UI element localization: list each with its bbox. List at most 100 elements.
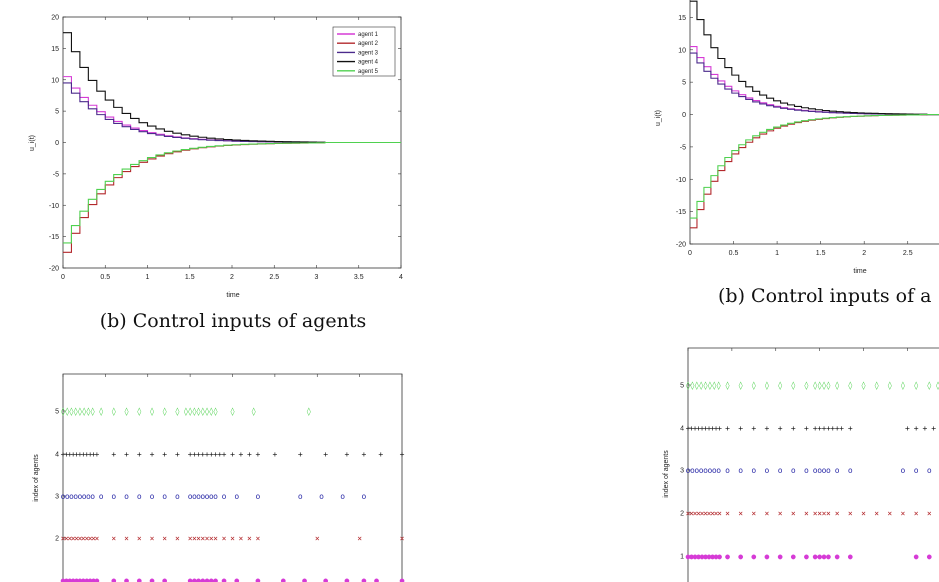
event-marker-agent-3: o <box>256 492 261 501</box>
event-marker-agent-3: o <box>90 492 95 501</box>
x-tick-label: 2.5 <box>903 250 913 257</box>
event-marker-agent-4: + <box>137 450 142 459</box>
event-marker-agent-3: o <box>712 466 717 475</box>
event-marker-agent-2: × <box>714 509 719 518</box>
event-marker-agent-3: o <box>137 492 142 501</box>
event-marker-agent-1: ● <box>88 576 93 582</box>
event-marker-agent-2: × <box>703 509 708 518</box>
event-marker-agent-5: ◊ <box>901 381 906 390</box>
event-marker-agent-5: ◊ <box>813 381 818 390</box>
event-marker-agent-5: ◊ <box>699 381 704 390</box>
event-marker-agent-4: + <box>822 424 827 433</box>
event-marker-agent-1: ● <box>222 576 227 582</box>
event-marker-agent-1: ● <box>689 552 694 561</box>
event-marker-agent-2: × <box>196 534 201 543</box>
event-marker-agent-2: × <box>357 534 362 543</box>
event-marker-agent-1: ● <box>927 552 932 561</box>
event-marker-agent-1: ● <box>714 552 719 561</box>
event-marker-agent-4: + <box>830 424 835 433</box>
event-marker-agent-4: + <box>272 450 277 459</box>
event-marker-agent-1: ● <box>686 552 691 561</box>
event-marker-agent-1: ● <box>84 576 89 582</box>
event-marker-agent-1: ● <box>94 576 99 582</box>
event-marker-agent-4: + <box>81 450 86 459</box>
event-marker-agent-4: + <box>239 450 244 459</box>
event-marker-agent-5: ◊ <box>213 407 218 416</box>
event-marker-agent-1: ● <box>64 576 69 582</box>
event-marker-agent-4: + <box>400 450 405 459</box>
event-marker-agent-1: ● <box>323 576 328 582</box>
event-marker-agent-4: + <box>217 450 222 459</box>
x-tick-label: 2 <box>862 250 866 257</box>
event-marker-agent-1: ● <box>791 552 796 561</box>
event-marker-agent-3: o <box>340 492 345 501</box>
event-marker-agent-5: ◊ <box>874 381 879 390</box>
series-line-agent-4 <box>63 32 401 144</box>
legend-entry: agent 4 <box>358 60 379 66</box>
y-tick-label: -5 <box>680 144 686 151</box>
y-axis-label-left: u_i(t) <box>29 135 36 151</box>
event-marker-agent-2: × <box>192 534 197 543</box>
x-tick-label: 4 <box>399 274 403 281</box>
y-tick-label: -5 <box>53 171 59 178</box>
event-marker-agent-3: o <box>708 466 713 475</box>
event-marker-agent-3: o <box>703 466 708 475</box>
event-marker-agent-4: + <box>717 424 722 433</box>
event-marker-agent-1: ● <box>813 552 818 561</box>
event-marker-agent-2: × <box>725 509 730 518</box>
event-marker-agent-4: + <box>765 424 770 433</box>
x-tick-label: 1 <box>146 274 150 281</box>
event-marker-agent-4: + <box>111 450 116 459</box>
event-marker-agent-2: × <box>707 509 712 518</box>
event-marker-agent-2: × <box>239 534 244 543</box>
event-marker-agent-5: ◊ <box>791 381 796 390</box>
event-marker-agent-4: + <box>78 450 83 459</box>
x-axis-label-left: time <box>226 292 239 299</box>
event-marker-agent-4: + <box>813 424 818 433</box>
event-marker-agent-3: o <box>196 492 201 501</box>
event-marker-agent-2: × <box>84 534 89 543</box>
event-marker-agent-4: + <box>686 424 691 433</box>
event-marker-agent-2: × <box>901 509 906 518</box>
event-marker-agent-3: o <box>791 466 796 475</box>
event-marker-agent-5: ◊ <box>694 381 699 390</box>
event-marker-agent-5: ◊ <box>703 381 708 390</box>
event-marker-agent-5: ◊ <box>708 381 713 390</box>
event-marker-agent-5: ◊ <box>175 407 180 416</box>
event-marker-agent-4: + <box>826 424 831 433</box>
y-tick-label: 3 <box>680 468 684 475</box>
event-marker-agent-1: ● <box>67 576 72 582</box>
series-line-agent-5 <box>690 113 939 219</box>
y-tick-label: 15 <box>678 15 686 22</box>
event-marker-agent-1: ● <box>150 576 155 582</box>
event-marker-agent-5: ◊ <box>686 381 691 390</box>
event-marker-agent-3: o <box>234 492 239 501</box>
event-marker-agent-5: ◊ <box>251 407 256 416</box>
event-marker-agent-2: × <box>94 534 99 543</box>
legend-entry: agent 2 <box>358 41 379 47</box>
event-marker-agent-1: ● <box>914 552 919 561</box>
event-marker-agent-4: + <box>91 450 96 459</box>
event-marker-agent-5: ◊ <box>111 407 116 416</box>
x-tick-label: 1.5 <box>185 274 195 281</box>
event-marker-agent-2: × <box>927 509 932 518</box>
event-marker-agent-3: o <box>804 466 809 475</box>
event-marker-agent-2: × <box>81 534 86 543</box>
event-marker-agent-1: ● <box>124 576 129 582</box>
y-tick-label: 20 <box>51 15 59 22</box>
event-marker-agent-4: + <box>124 450 129 459</box>
y-axis-label-events-right: index of agents <box>663 450 670 498</box>
event-marker-agent-1: ● <box>725 552 730 561</box>
event-marker-agent-1: ● <box>196 576 201 582</box>
event-marker-agent-4: + <box>914 424 919 433</box>
event-marker-agent-3: o <box>826 466 831 475</box>
event-marker-agent-1: ● <box>400 576 405 582</box>
event-marker-agent-5: ◊ <box>804 381 809 390</box>
y-axis-label-events-left: index of agents <box>33 454 40 502</box>
y-tick-label: 2 <box>55 536 59 543</box>
event-marker-agent-1: ● <box>192 576 197 582</box>
event-marker-agent-1: ● <box>137 576 142 582</box>
y-tick-label: -20 <box>676 242 686 249</box>
event-marker-agent-4: + <box>298 450 303 459</box>
